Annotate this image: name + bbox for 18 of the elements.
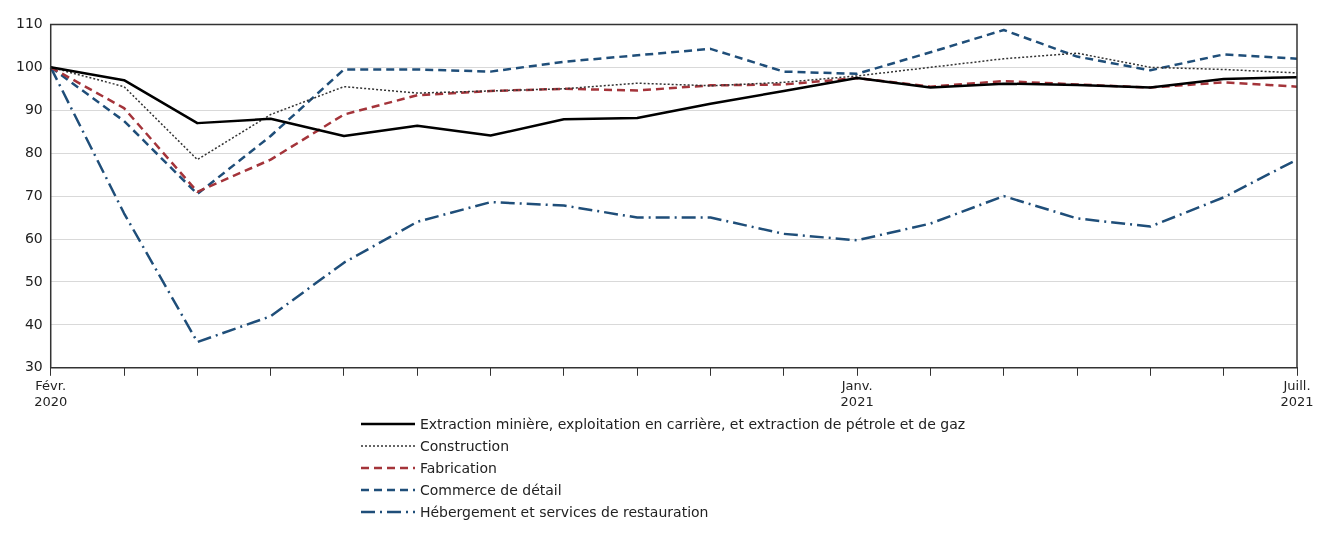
legend-label: Fabrication xyxy=(419,460,497,476)
legend-label: Extraction minière, exploitation en carrière, et extraction de pétrole et de gaz xyxy=(419,416,966,432)
x-tick-label: Juill. 2021 xyxy=(1280,377,1314,409)
line-series xyxy=(49,66,1299,194)
y-tick-label: 100 xyxy=(15,57,43,74)
y-tick-label: 70 xyxy=(24,186,43,203)
x-tick-label: Févr. 2020 xyxy=(34,377,68,409)
y-tick-label: 50 xyxy=(24,272,43,289)
y-tick-label: 60 xyxy=(24,229,43,246)
legend-label: Construction xyxy=(419,438,510,454)
y-tick-label: 90 xyxy=(24,100,43,117)
y-tick-label: 30 xyxy=(24,358,43,375)
legend-label: Commerce de détail xyxy=(419,482,562,498)
y-tick-label: 80 xyxy=(24,143,43,160)
y-tick-label: 110 xyxy=(15,15,43,32)
legend-label: Hébergement et services de restauration xyxy=(419,504,709,520)
y-tick-label: 40 xyxy=(24,315,43,332)
x-tick-label: Janv. 2021 xyxy=(840,377,874,409)
